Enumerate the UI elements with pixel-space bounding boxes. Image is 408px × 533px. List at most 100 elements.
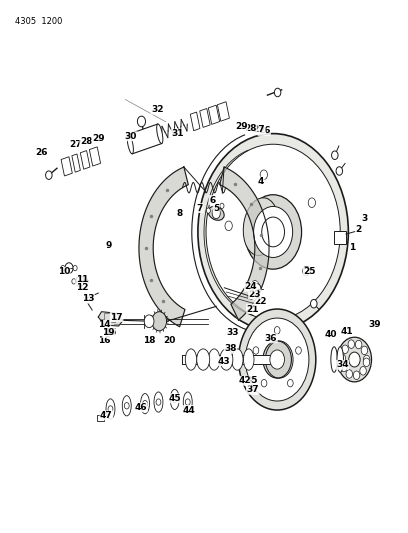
- Circle shape: [212, 208, 220, 219]
- Text: 8: 8: [177, 209, 183, 218]
- Circle shape: [225, 221, 232, 231]
- Circle shape: [253, 284, 261, 294]
- Text: 23: 23: [248, 289, 261, 298]
- Circle shape: [185, 399, 190, 405]
- Bar: [182, 356, 283, 364]
- Circle shape: [274, 327, 280, 334]
- Polygon shape: [128, 124, 162, 154]
- Text: 30: 30: [124, 132, 137, 141]
- Text: 26: 26: [258, 126, 271, 135]
- Circle shape: [198, 134, 348, 330]
- Ellipse shape: [127, 134, 133, 154]
- Ellipse shape: [197, 349, 210, 370]
- Circle shape: [253, 347, 259, 354]
- Ellipse shape: [243, 198, 279, 255]
- Polygon shape: [217, 102, 229, 121]
- Text: 32: 32: [151, 105, 164, 114]
- Circle shape: [261, 379, 267, 387]
- Circle shape: [143, 400, 147, 407]
- Bar: [104, 313, 115, 322]
- Circle shape: [360, 367, 366, 375]
- Text: 15: 15: [104, 328, 117, 337]
- Circle shape: [124, 402, 129, 409]
- Text: 28: 28: [80, 137, 92, 146]
- Circle shape: [303, 266, 310, 276]
- Ellipse shape: [331, 347, 337, 372]
- Text: 3: 3: [361, 214, 368, 223]
- Text: 11: 11: [76, 275, 88, 284]
- Text: 2: 2: [355, 225, 361, 234]
- Circle shape: [346, 370, 353, 378]
- Text: 19: 19: [102, 328, 115, 337]
- Polygon shape: [190, 112, 200, 131]
- Circle shape: [296, 347, 301, 354]
- Text: 33: 33: [226, 328, 239, 337]
- Circle shape: [363, 358, 370, 367]
- Circle shape: [61, 265, 65, 271]
- Circle shape: [348, 340, 355, 349]
- Text: 38: 38: [224, 344, 237, 353]
- Circle shape: [353, 371, 360, 379]
- Circle shape: [341, 364, 347, 372]
- Ellipse shape: [154, 392, 163, 412]
- Text: 14: 14: [98, 320, 111, 329]
- Text: 25: 25: [304, 268, 316, 276]
- Circle shape: [274, 88, 281, 96]
- Text: 46: 46: [135, 403, 147, 412]
- Circle shape: [246, 318, 309, 401]
- Text: 7: 7: [197, 204, 203, 213]
- Text: 29: 29: [235, 122, 248, 131]
- Circle shape: [46, 171, 52, 180]
- Text: 37: 37: [246, 385, 259, 394]
- Circle shape: [137, 116, 146, 127]
- Text: 39: 39: [368, 320, 381, 329]
- Text: 44: 44: [182, 406, 195, 415]
- Ellipse shape: [185, 349, 197, 370]
- Circle shape: [349, 352, 360, 367]
- Circle shape: [361, 346, 368, 354]
- Text: 22: 22: [254, 296, 266, 305]
- Circle shape: [239, 309, 316, 410]
- Circle shape: [355, 340, 362, 349]
- Ellipse shape: [170, 389, 179, 409]
- Circle shape: [72, 279, 76, 284]
- Text: 20: 20: [163, 336, 175, 345]
- Polygon shape: [80, 151, 90, 169]
- Ellipse shape: [157, 124, 163, 143]
- Circle shape: [332, 151, 338, 159]
- Text: 28: 28: [244, 124, 257, 133]
- Circle shape: [206, 144, 340, 320]
- Polygon shape: [98, 312, 123, 326]
- Ellipse shape: [208, 349, 220, 370]
- Circle shape: [251, 280, 259, 290]
- Text: 17: 17: [110, 312, 123, 321]
- Circle shape: [172, 396, 177, 402]
- Text: 41: 41: [341, 327, 353, 336]
- Ellipse shape: [183, 392, 192, 412]
- Circle shape: [308, 198, 315, 207]
- Text: 31: 31: [171, 129, 184, 138]
- Ellipse shape: [208, 206, 224, 220]
- Polygon shape: [220, 167, 269, 320]
- Text: 47: 47: [100, 411, 113, 420]
- Circle shape: [76, 276, 84, 287]
- Text: 10: 10: [58, 268, 70, 276]
- Text: 29: 29: [92, 134, 104, 143]
- Text: 1: 1: [349, 244, 355, 253]
- Circle shape: [156, 399, 161, 405]
- Text: 18: 18: [143, 336, 155, 345]
- Text: 21: 21: [246, 304, 259, 313]
- Circle shape: [254, 206, 293, 257]
- Ellipse shape: [232, 349, 243, 370]
- Circle shape: [220, 203, 224, 208]
- Text: 43: 43: [217, 357, 230, 366]
- Text: 16: 16: [98, 336, 111, 345]
- Circle shape: [260, 170, 268, 180]
- Circle shape: [262, 217, 284, 247]
- Text: 13: 13: [82, 294, 94, 303]
- Circle shape: [245, 195, 302, 269]
- Circle shape: [144, 315, 154, 328]
- Circle shape: [336, 167, 343, 175]
- Polygon shape: [72, 154, 80, 172]
- Circle shape: [108, 406, 113, 412]
